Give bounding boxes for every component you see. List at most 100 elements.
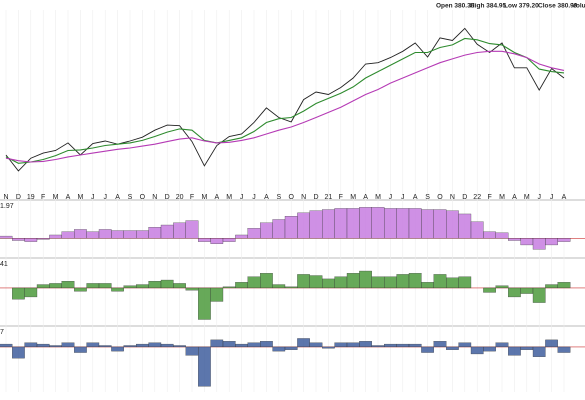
histogram-bar xyxy=(61,281,75,289)
histogram-bar xyxy=(408,208,422,239)
histogram-bar xyxy=(185,346,199,356)
histogram-bar xyxy=(483,231,496,239)
header-stat: High 384.95 xyxy=(470,3,507,10)
x-tick-label: M xyxy=(201,194,207,201)
x-tick-label: A xyxy=(512,194,517,201)
histogram-bar xyxy=(396,274,410,289)
histogram-bar xyxy=(74,287,87,292)
histogram-bar xyxy=(433,209,447,239)
histogram-bar xyxy=(322,346,335,349)
histogram-bar xyxy=(396,208,410,239)
histogram-bar xyxy=(123,345,137,348)
histogram-bar xyxy=(12,238,25,241)
histogram-bar xyxy=(210,339,224,348)
price-line xyxy=(5,50,565,163)
histogram-bar xyxy=(247,342,261,348)
histogram-bar xyxy=(284,286,298,289)
histogram-bar xyxy=(235,282,248,289)
histogram-bar xyxy=(297,212,310,239)
x-tick-label: A xyxy=(115,194,120,201)
histogram-bar xyxy=(74,229,87,239)
histogram-bar xyxy=(508,346,521,356)
histogram-bar xyxy=(433,274,447,289)
histogram-bar xyxy=(520,346,534,350)
histogram-bar xyxy=(309,210,323,239)
histogram-bar xyxy=(334,342,348,348)
x-tick-label: A xyxy=(413,194,418,201)
x-tick-label: A xyxy=(363,194,368,201)
histogram-bar xyxy=(495,285,509,289)
x-tick-label: A xyxy=(264,194,269,201)
histogram-bar xyxy=(545,339,558,348)
x-tick-label: J xyxy=(91,194,95,201)
x-tick-label: D xyxy=(462,194,467,201)
histogram-bar xyxy=(322,209,335,239)
histogram-bar xyxy=(508,238,521,241)
histogram-bar xyxy=(198,287,211,320)
x-tick-label: N xyxy=(301,194,306,201)
x-tick-label: J xyxy=(103,194,107,201)
x-tick-label: J xyxy=(389,194,393,201)
panel-label: 41 xyxy=(0,261,8,268)
price-line xyxy=(5,37,565,164)
header-stat: Close 380.99 xyxy=(538,3,578,10)
histogram-bar xyxy=(160,343,174,348)
histogram-bar xyxy=(297,338,310,348)
histogram-bar xyxy=(24,287,38,298)
histogram-bar xyxy=(98,283,112,289)
histogram-bar xyxy=(458,213,472,239)
histogram-bar xyxy=(260,222,273,239)
x-tick-label: M xyxy=(53,194,59,201)
histogram-bar xyxy=(173,345,186,348)
histogram-bar xyxy=(61,342,75,348)
x-tick-label: M xyxy=(226,194,232,201)
x-tick-label: N xyxy=(3,194,8,201)
histogram-bar xyxy=(198,346,211,387)
histogram-bar xyxy=(359,270,372,289)
x-tick-label: 22 xyxy=(473,194,481,201)
histogram-bar xyxy=(49,345,62,348)
histogram-bar xyxy=(36,343,50,348)
histogram-bar xyxy=(446,210,459,239)
header-stat: Volu xyxy=(572,3,585,10)
histogram-bar xyxy=(185,220,199,239)
histogram-bar xyxy=(160,279,174,289)
histogram-bar xyxy=(272,219,286,239)
histogram-bar xyxy=(520,238,534,246)
histogram-bar xyxy=(12,287,25,300)
histogram-bar xyxy=(148,227,162,239)
panel-label: 1.97 xyxy=(0,203,14,210)
histogram-bar xyxy=(260,273,273,289)
histogram-bar xyxy=(222,238,236,242)
x-tick-label: 21 xyxy=(325,194,333,201)
x-tick-label: N xyxy=(152,194,157,201)
histogram-bar xyxy=(322,278,335,289)
histogram-bar xyxy=(458,276,472,289)
x-tick-label: M xyxy=(375,194,381,201)
histogram-bar xyxy=(36,238,50,240)
x-tick-label: J xyxy=(537,194,541,201)
x-tick-label: J xyxy=(240,194,244,201)
histogram-bar xyxy=(297,274,310,289)
histogram-bar xyxy=(0,235,13,239)
x-tick-label: J xyxy=(252,194,256,201)
histogram-bar xyxy=(49,234,62,239)
histogram-bar xyxy=(86,283,100,289)
histogram-bar xyxy=(408,343,422,348)
histogram-bar xyxy=(346,342,360,348)
x-tick-label: S xyxy=(276,194,281,201)
histogram-bar xyxy=(86,342,100,348)
histogram-bar xyxy=(421,346,434,353)
histogram-bar xyxy=(421,282,434,289)
histogram-bar xyxy=(24,342,38,348)
header-stat: Low 379.20 xyxy=(504,3,539,10)
x-tick-label: 20 xyxy=(176,194,184,201)
histogram-bar xyxy=(123,230,137,239)
histogram-bar xyxy=(371,276,385,289)
histogram-bar xyxy=(272,346,286,352)
x-tick-label: D xyxy=(16,194,21,201)
histogram-bar xyxy=(260,341,273,348)
x-tick-label: O xyxy=(437,194,443,201)
histogram-bar xyxy=(359,341,372,348)
